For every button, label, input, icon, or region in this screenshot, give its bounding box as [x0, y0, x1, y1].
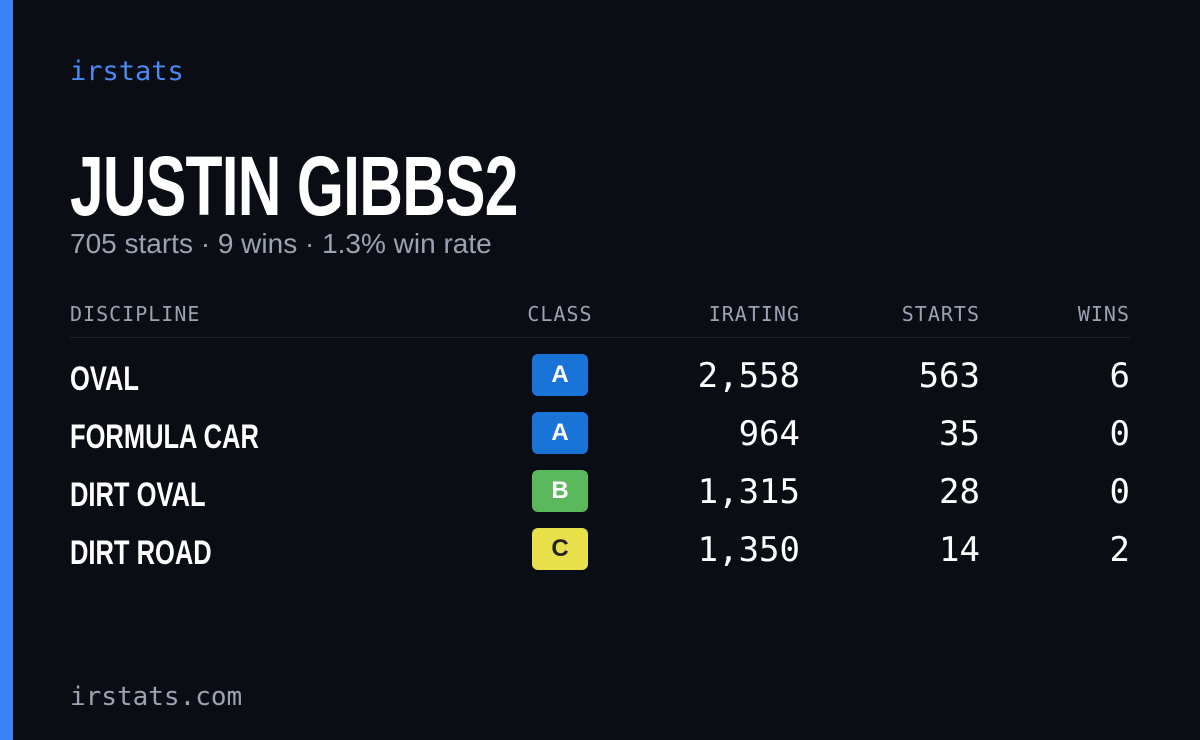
summary: 705 starts · 9 wins · 1.3% win rate — [70, 228, 492, 259]
discipline: DIRT OVAL — [70, 476, 206, 514]
discipline: OVAL — [70, 360, 139, 398]
header-rule — [70, 337, 1130, 338]
discipline: DIRT ROAD — [70, 534, 212, 572]
irating: 2,558 — [697, 356, 800, 396]
wins: 0 — [1109, 414, 1130, 454]
wins: 6 — [1109, 356, 1130, 396]
brand: irstats — [70, 56, 184, 87]
irating: 1,315 — [697, 472, 800, 512]
column-header: CLASS — [527, 302, 593, 326]
wins: 2 — [1109, 530, 1130, 570]
class-badge: A — [532, 354, 588, 396]
starts: 563 — [918, 356, 980, 396]
starts: 35 — [939, 414, 980, 454]
starts: 14 — [939, 530, 980, 570]
class-badge: C — [532, 528, 588, 570]
class-badge: B — [532, 470, 588, 512]
class-badge: A — [532, 412, 588, 454]
column-header: IRATING — [708, 302, 800, 326]
irating: 964 — [738, 414, 800, 454]
player-name: JUSTIN GIBBS2 — [70, 139, 518, 233]
wins: 0 — [1109, 472, 1130, 512]
irating: 1,350 — [697, 530, 800, 570]
column-header: STARTS — [901, 302, 980, 326]
column-header: WINS — [1077, 302, 1130, 326]
discipline: FORMULA CAR — [70, 418, 259, 456]
footer: irstats.com — [70, 682, 243, 712]
starts: 28 — [939, 472, 980, 512]
column-header: DISCIPLINE — [70, 302, 201, 326]
accent-bar — [0, 0, 13, 740]
